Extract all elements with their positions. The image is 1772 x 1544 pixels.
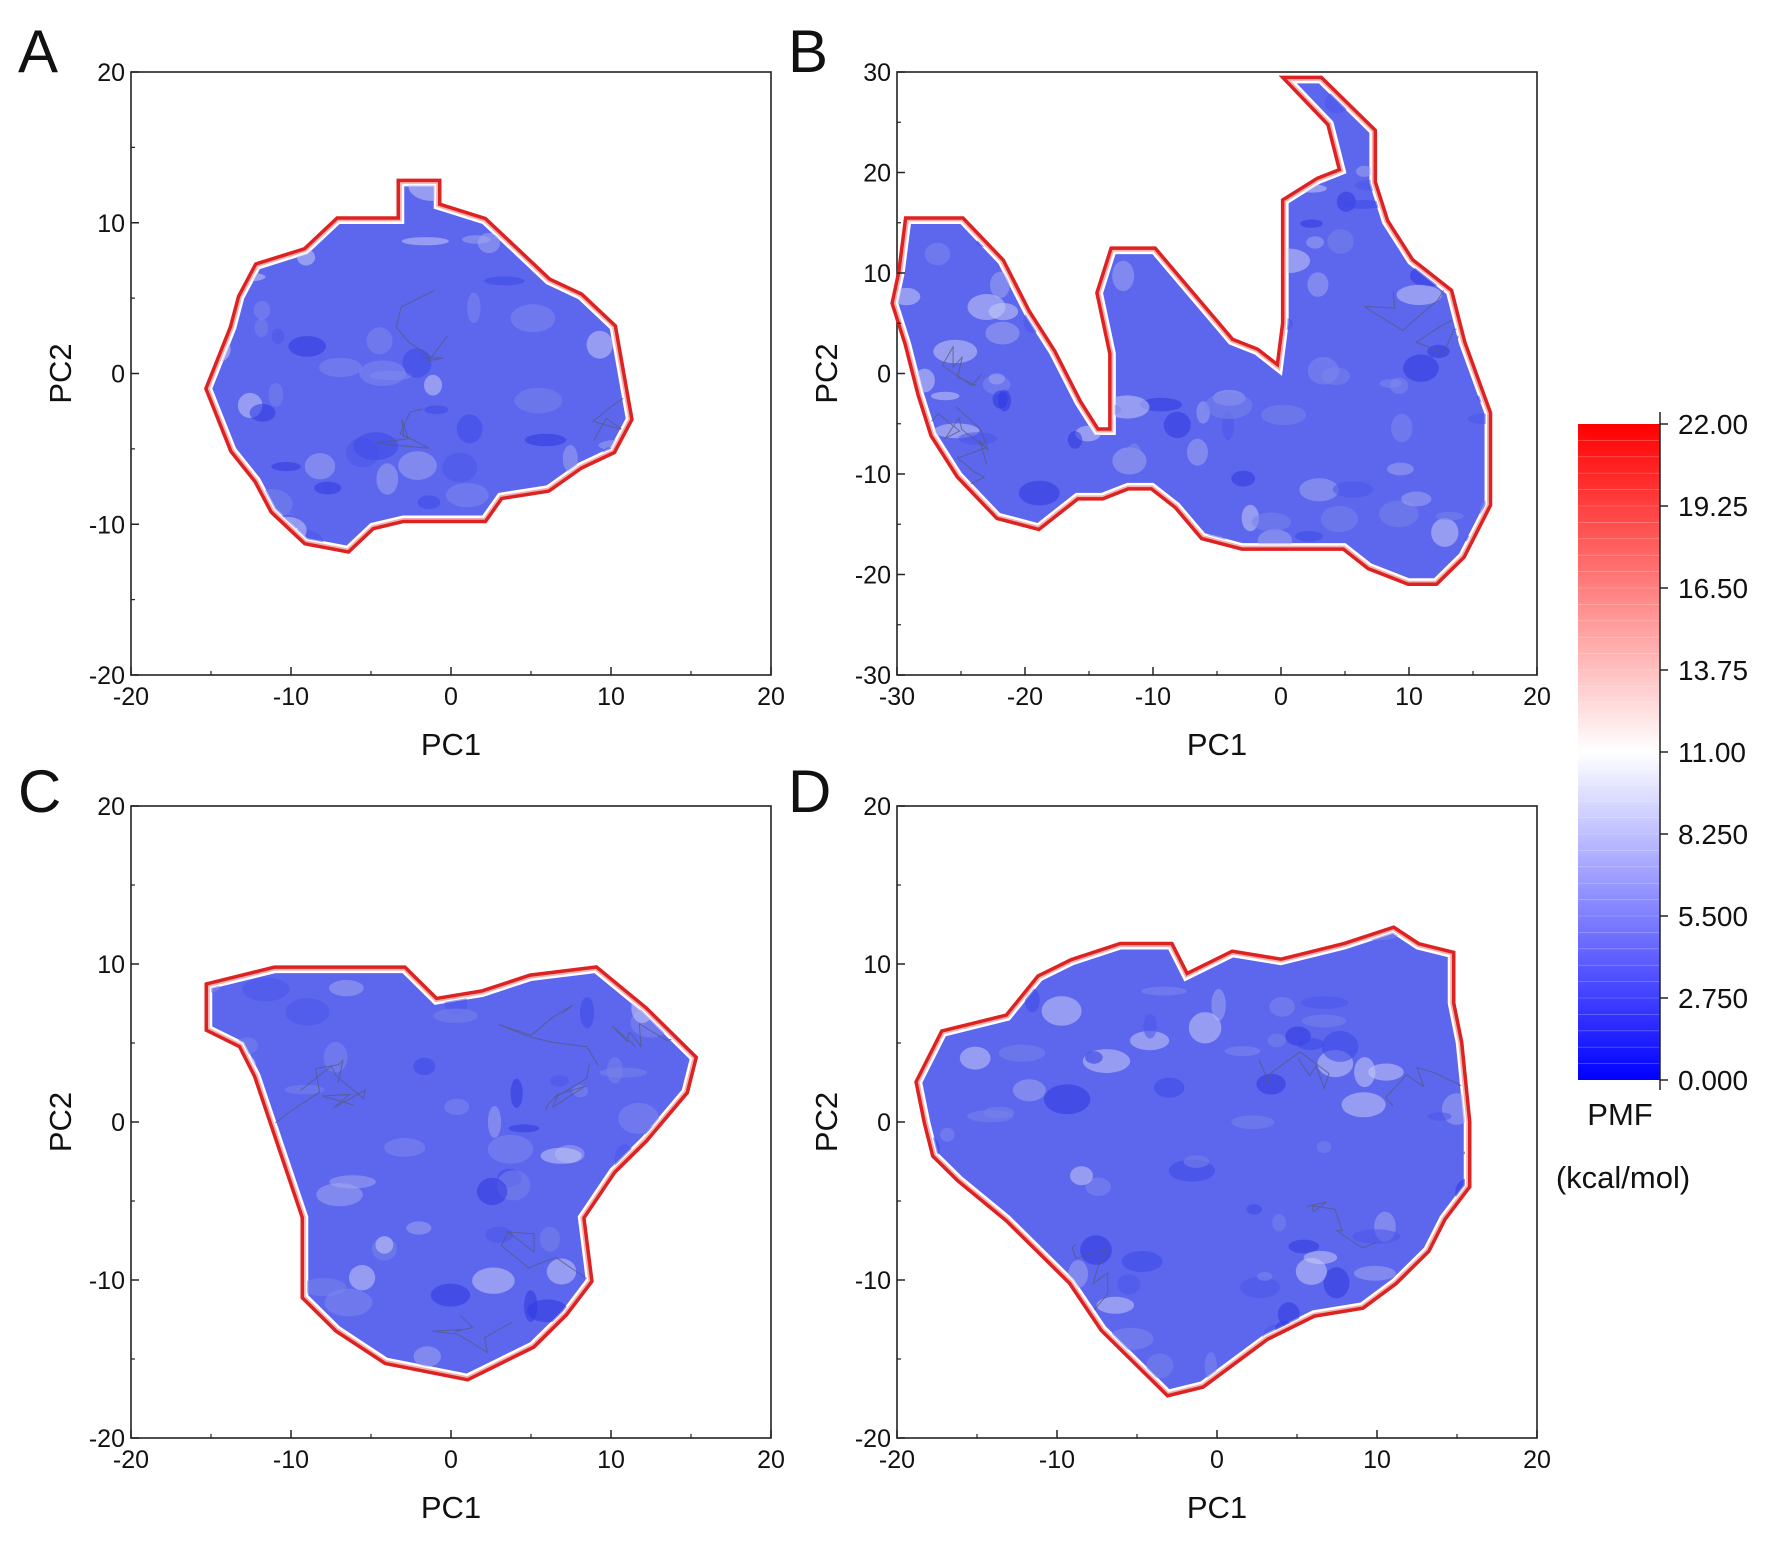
x-tick-label: 10: [1395, 683, 1423, 711]
colorbar-title: PMF: [1587, 1097, 1652, 1132]
y-tick-label: 30: [863, 59, 891, 87]
colorbar-gradient: [1578, 424, 1660, 1080]
x-tick-label: 20: [1523, 683, 1551, 711]
colorbar-tick-label: 8.250: [1678, 819, 1748, 850]
panel-label: C: [18, 758, 61, 825]
x-tick-label: 0: [444, 1446, 458, 1474]
y-tick-label: 0: [111, 1109, 125, 1137]
y-tick-label: 0: [111, 361, 125, 389]
x-tick-label: -10: [273, 683, 309, 711]
y-tick-label: -30: [855, 662, 891, 690]
colorbar-tick-label: 13.75: [1678, 655, 1748, 686]
y-tick-label: -10: [89, 1267, 125, 1295]
colorbar-tick-label: 19.25: [1678, 491, 1748, 522]
y-tick-label: 10: [97, 951, 125, 979]
pmf-colorbar: 22.00 19.25 16.50 13.75 11.00 8.250 5.500 2.750…: [1556, 409, 1748, 1195]
y-tick-label: 10: [863, 260, 891, 288]
colorbar-tick-label: 2.750: [1678, 983, 1748, 1014]
y-tick-label: -10: [855, 461, 891, 489]
y-tick-label: -10: [89, 511, 125, 539]
x-tick-label: 10: [1363, 1446, 1391, 1474]
y-axis-title: PC2: [809, 1092, 844, 1152]
panel-c: -20 -10 0 10 20 -20 -10 0 10 20 PC1 PC2 C: [18, 758, 785, 1525]
x-tick-label: -20: [113, 683, 149, 711]
panel-b: -30 -20 -10 0 10 20 -30 -20 -10 0 10 20 30 PC1 PC2 B: [788, 18, 1551, 762]
colorbar-tick-label: 0.000: [1678, 1065, 1748, 1096]
colorbar-tick-label: 22.00: [1678, 409, 1748, 440]
y-axis-title: PC2: [43, 343, 78, 403]
colorbar-tick-label: 5.500: [1678, 901, 1748, 932]
x-tick-label: 0: [1274, 683, 1288, 711]
y-axis-title: PC2: [43, 1092, 78, 1152]
y-tick-label: 10: [97, 210, 125, 238]
y-tick-label: -20: [855, 562, 891, 590]
y-tick-label: 20: [97, 793, 125, 821]
y-tick-label: 20: [863, 793, 891, 821]
x-tick-label: 20: [757, 1446, 785, 1474]
y-tick-label: -20: [89, 662, 125, 690]
y-axis-title: PC2: [809, 343, 844, 403]
x-tick-label: 10: [597, 683, 625, 711]
x-tick-label: -10: [1135, 683, 1171, 711]
x-tick-label: 20: [757, 683, 785, 711]
y-tick-label: 20: [97, 59, 125, 87]
panel-label: A: [18, 18, 58, 85]
colorbar-unit: (kcal/mol): [1556, 1160, 1690, 1195]
x-tick-label: -30: [879, 683, 915, 711]
panel-label: B: [788, 18, 828, 85]
x-tick-label: 0: [1210, 1446, 1224, 1474]
colorbar-tick-label: 11.00: [1678, 737, 1746, 768]
y-tick-label: 0: [877, 1109, 891, 1137]
y-tick-label: -20: [89, 1425, 125, 1453]
y-tick-label: 0: [877, 361, 891, 389]
x-axis-title: PC1: [1187, 727, 1247, 762]
colorbar-tick-label: 16.50: [1678, 573, 1748, 604]
x-axis-title: PC1: [421, 1490, 481, 1525]
y-tick-label: -10: [855, 1267, 891, 1295]
x-axis-title: PC1: [421, 727, 481, 762]
panel-label: D: [788, 758, 831, 825]
x-tick-label: 10: [597, 1446, 625, 1474]
x-tick-label: -20: [879, 1446, 915, 1474]
x-axis-title: PC1: [1187, 1490, 1247, 1525]
panel-a: -20 -10 0 10 20 -20 -10 0 10 20 PC1 PC2 A: [18, 18, 785, 762]
x-tick-label: -10: [273, 1446, 309, 1474]
y-tick-label: 20: [863, 160, 891, 188]
y-tick-label: 10: [863, 951, 891, 979]
x-tick-label: -20: [1007, 683, 1043, 711]
panel-d: -20 -10 0 10 20 -20 -10 0 10 20 PC1 PC2 D: [788, 758, 1551, 1525]
x-tick-label: -10: [1039, 1446, 1075, 1474]
y-tick-label: -20: [855, 1425, 891, 1453]
x-tick-label: 20: [1523, 1446, 1551, 1474]
x-tick-label: 0: [444, 683, 458, 711]
x-tick-label: -20: [113, 1446, 149, 1474]
